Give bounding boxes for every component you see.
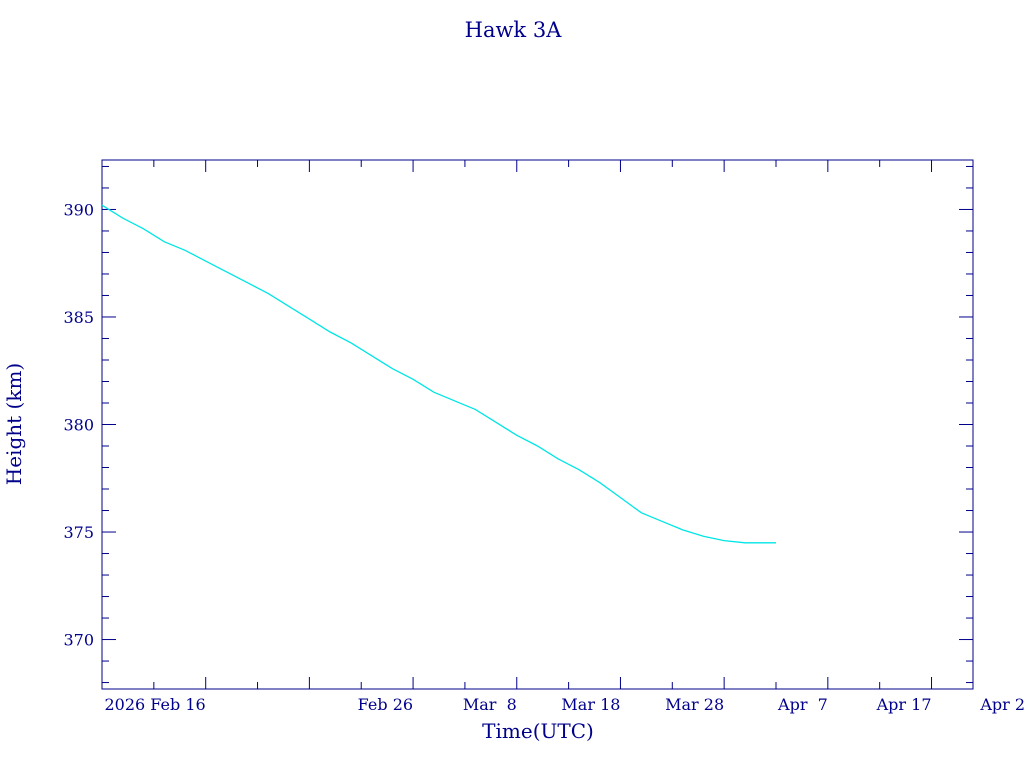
x-axis-ticks: 2026 Feb 16 Feb 26 Mar 8 Mar 18 Mar 28 Apr 7 A…	[101, 160, 1024, 714]
x-tick-label: Apr 7	[777, 695, 828, 714]
x-tick-label: Apr 27	[979, 695, 1024, 714]
y-tick-label: 375	[63, 523, 94, 542]
x-tick-label: Mar 28	[665, 695, 724, 714]
x-tick-label: Mar 8	[463, 695, 517, 714]
chart-title: Hawk 3A	[465, 18, 563, 42]
x-axis-label: Time(UTC)	[482, 719, 594, 743]
y-tick-label: 380	[63, 416, 94, 435]
y-tick-label: 390	[63, 200, 94, 219]
y-axis-label: Height (km)	[2, 363, 26, 485]
x-tick-label: Feb 26	[358, 695, 413, 714]
plot-frame	[101, 159, 974, 690]
series-line	[101, 204, 776, 544]
x-tick-label: Mar 18	[561, 695, 620, 714]
x-tick-label: 2026 Feb 16	[105, 695, 206, 714]
y-tick-label: 385	[63, 308, 94, 327]
y-tick-label: 370	[63, 631, 94, 650]
y-axis-ticks: 370 375 380 385 390	[63, 165, 973, 684]
x-tick-label: Apr 17	[876, 695, 932, 714]
